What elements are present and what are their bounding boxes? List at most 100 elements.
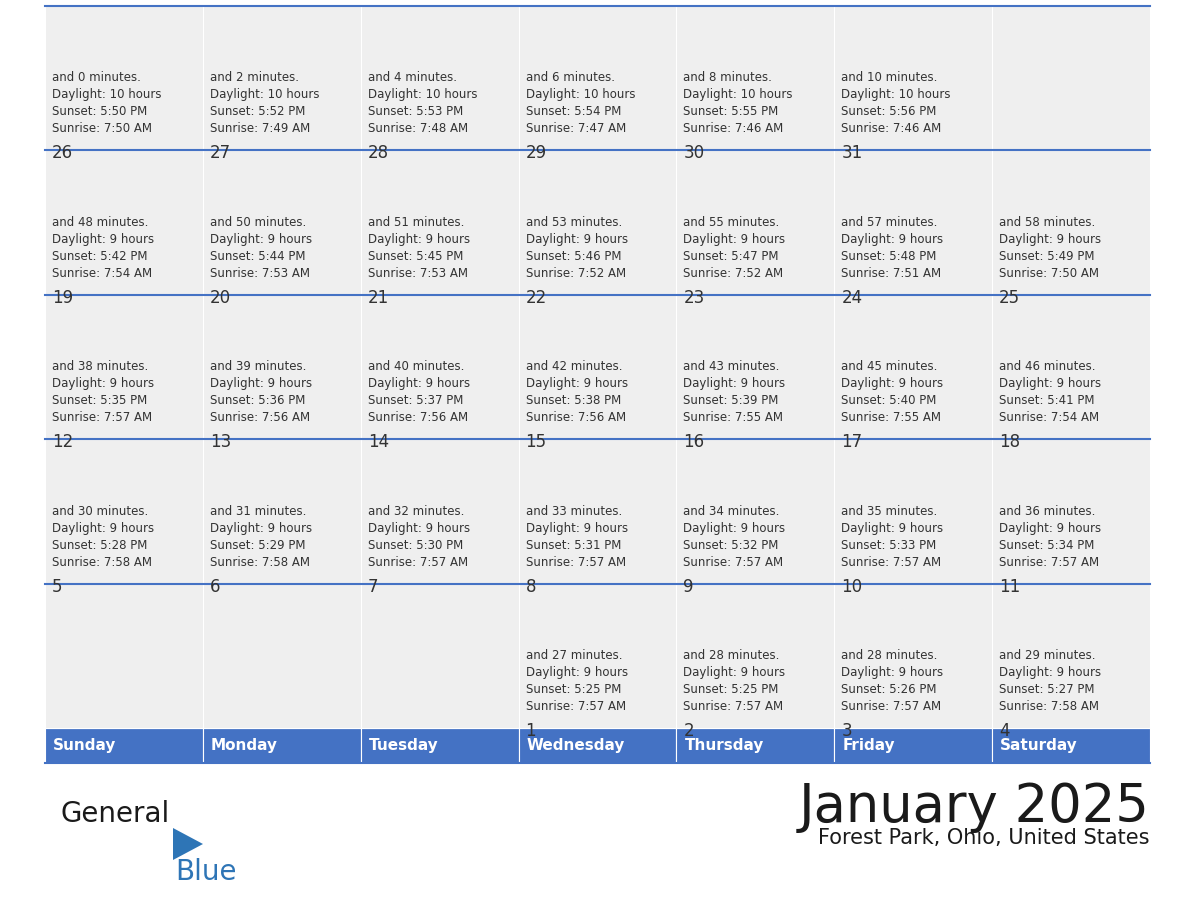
Text: Blue: Blue <box>175 858 236 886</box>
Bar <box>519 6 676 151</box>
Text: Sunrise: 7:57 AM: Sunrise: 7:57 AM <box>52 411 152 424</box>
Text: and 58 minutes.: and 58 minutes. <box>999 216 1095 229</box>
Text: Sunset: 5:29 PM: Sunset: 5:29 PM <box>210 539 305 552</box>
Text: Sunrise: 7:58 AM: Sunrise: 7:58 AM <box>52 555 152 568</box>
Text: 21: 21 <box>368 289 388 307</box>
Bar <box>834 6 992 151</box>
Text: Sunrise: 7:52 AM: Sunrise: 7:52 AM <box>683 267 784 280</box>
Bar <box>361 728 519 763</box>
Text: Sunset: 5:32 PM: Sunset: 5:32 PM <box>683 539 779 552</box>
Bar <box>361 151 519 295</box>
Bar <box>676 584 834 728</box>
Text: Daylight: 9 hours: Daylight: 9 hours <box>841 666 943 679</box>
Bar <box>361 584 519 728</box>
Text: Monday: Monday <box>210 738 278 753</box>
Text: Daylight: 9 hours: Daylight: 9 hours <box>52 521 154 534</box>
Text: and 53 minutes.: and 53 minutes. <box>525 216 621 229</box>
Text: Sunset: 5:36 PM: Sunset: 5:36 PM <box>210 394 305 408</box>
Text: Sunday: Sunday <box>53 738 116 753</box>
Text: Sunset: 5:56 PM: Sunset: 5:56 PM <box>841 106 936 118</box>
Text: Daylight: 10 hours: Daylight: 10 hours <box>52 88 162 101</box>
Text: Sunrise: 7:58 AM: Sunrise: 7:58 AM <box>999 700 1099 713</box>
Bar <box>676 439 834 584</box>
Text: Sunrise: 7:50 AM: Sunrise: 7:50 AM <box>52 122 152 135</box>
Text: Daylight: 9 hours: Daylight: 9 hours <box>841 233 943 246</box>
Text: and 42 minutes.: and 42 minutes. <box>525 360 623 374</box>
Text: 11: 11 <box>999 577 1020 596</box>
Text: Sunrise: 7:57 AM: Sunrise: 7:57 AM <box>525 700 626 713</box>
Text: Sunrise: 7:56 AM: Sunrise: 7:56 AM <box>368 411 468 424</box>
Text: Daylight: 10 hours: Daylight: 10 hours <box>841 88 950 101</box>
Text: Sunrise: 7:48 AM: Sunrise: 7:48 AM <box>368 122 468 135</box>
Text: and 30 minutes.: and 30 minutes. <box>52 505 148 518</box>
Text: Sunrise: 7:53 AM: Sunrise: 7:53 AM <box>368 267 468 280</box>
Text: Daylight: 9 hours: Daylight: 9 hours <box>841 377 943 390</box>
Text: Sunset: 5:40 PM: Sunset: 5:40 PM <box>841 394 936 408</box>
Text: Sunset: 5:34 PM: Sunset: 5:34 PM <box>999 539 1094 552</box>
Text: Sunset: 5:26 PM: Sunset: 5:26 PM <box>841 683 937 696</box>
Text: Daylight: 9 hours: Daylight: 9 hours <box>999 521 1101 534</box>
Bar <box>676 728 834 763</box>
Text: and 45 minutes.: and 45 minutes. <box>841 360 937 374</box>
Bar <box>992 728 1150 763</box>
Text: Daylight: 9 hours: Daylight: 9 hours <box>683 377 785 390</box>
Text: and 51 minutes.: and 51 minutes. <box>368 216 465 229</box>
Text: Sunrise: 7:57 AM: Sunrise: 7:57 AM <box>841 555 941 568</box>
Text: Sunset: 5:52 PM: Sunset: 5:52 PM <box>210 106 305 118</box>
Bar <box>834 295 992 439</box>
Text: and 40 minutes.: and 40 minutes. <box>368 360 465 374</box>
Text: 8: 8 <box>525 577 536 596</box>
Bar <box>519 151 676 295</box>
Text: Daylight: 9 hours: Daylight: 9 hours <box>210 377 312 390</box>
Text: 24: 24 <box>841 289 862 307</box>
Text: 22: 22 <box>525 289 546 307</box>
Text: and 6 minutes.: and 6 minutes. <box>525 72 614 84</box>
Text: Tuesday: Tuesday <box>368 738 438 753</box>
Bar <box>361 439 519 584</box>
Bar <box>834 728 992 763</box>
Text: Thursday: Thursday <box>684 738 764 753</box>
Text: and 28 minutes.: and 28 minutes. <box>841 649 937 662</box>
Text: Sunset: 5:39 PM: Sunset: 5:39 PM <box>683 394 779 408</box>
Text: Sunset: 5:55 PM: Sunset: 5:55 PM <box>683 106 778 118</box>
Text: 12: 12 <box>52 433 74 452</box>
Text: Daylight: 9 hours: Daylight: 9 hours <box>368 521 469 534</box>
Bar <box>992 151 1150 295</box>
Text: and 36 minutes.: and 36 minutes. <box>999 505 1095 518</box>
Text: Daylight: 10 hours: Daylight: 10 hours <box>210 88 320 101</box>
Text: Sunset: 5:47 PM: Sunset: 5:47 PM <box>683 250 779 263</box>
Text: Wednesday: Wednesday <box>526 738 625 753</box>
Bar <box>203 728 361 763</box>
Text: 16: 16 <box>683 433 704 452</box>
Text: Sunrise: 7:56 AM: Sunrise: 7:56 AM <box>210 411 310 424</box>
Bar <box>834 151 992 295</box>
Text: Daylight: 9 hours: Daylight: 9 hours <box>683 666 785 679</box>
Text: 29: 29 <box>525 144 546 162</box>
Bar <box>45 6 203 151</box>
Text: Sunset: 5:31 PM: Sunset: 5:31 PM <box>525 539 621 552</box>
Bar <box>203 6 361 151</box>
Text: Daylight: 9 hours: Daylight: 9 hours <box>683 521 785 534</box>
Text: and 28 minutes.: and 28 minutes. <box>683 649 779 662</box>
Text: 14: 14 <box>368 433 388 452</box>
Bar <box>45 584 203 728</box>
Text: Daylight: 9 hours: Daylight: 9 hours <box>52 233 154 246</box>
Text: Daylight: 10 hours: Daylight: 10 hours <box>525 88 636 101</box>
Text: Forest Park, Ohio, United States: Forest Park, Ohio, United States <box>819 828 1150 848</box>
Text: Sunset: 5:33 PM: Sunset: 5:33 PM <box>841 539 936 552</box>
Bar <box>361 6 519 151</box>
Text: Sunset: 5:50 PM: Sunset: 5:50 PM <box>52 106 147 118</box>
Text: Sunset: 5:28 PM: Sunset: 5:28 PM <box>52 539 147 552</box>
Text: 17: 17 <box>841 433 862 452</box>
Bar <box>203 295 361 439</box>
Text: Sunset: 5:48 PM: Sunset: 5:48 PM <box>841 250 936 263</box>
Text: 28: 28 <box>368 144 388 162</box>
Bar <box>519 728 676 763</box>
Text: 18: 18 <box>999 433 1020 452</box>
Text: Sunset: 5:37 PM: Sunset: 5:37 PM <box>368 394 463 408</box>
Text: 31: 31 <box>841 144 862 162</box>
Text: and 57 minutes.: and 57 minutes. <box>841 216 937 229</box>
Text: Sunrise: 7:57 AM: Sunrise: 7:57 AM <box>683 700 784 713</box>
Bar <box>45 439 203 584</box>
Bar <box>834 439 992 584</box>
